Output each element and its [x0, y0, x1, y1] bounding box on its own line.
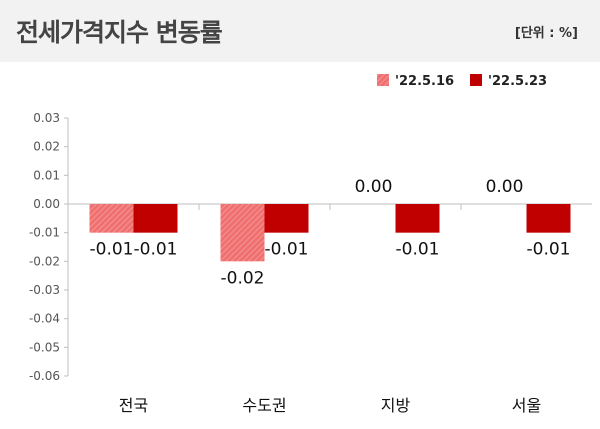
y-tick-label: -0.01 [29, 226, 60, 240]
legend-label: '22.5.16 [395, 74, 454, 89]
data-label: -0.01 [90, 240, 134, 260]
data-label: 0.00 [355, 177, 393, 197]
category-label: 수도권 [242, 396, 286, 415]
data-label: -0.01 [134, 240, 178, 260]
chart-title: 전세가격지수 변동률 [16, 18, 223, 47]
axes: 0.030.020.010.00-0.01-0.02-0.03-0.04-0.0… [29, 111, 592, 415]
legend-label: '22.5.23 [488, 74, 547, 89]
category-label: 서울 [512, 396, 541, 415]
legend-swatch [470, 74, 482, 86]
y-tick-label: -0.05 [29, 340, 60, 354]
legend: '22.5.16 '22.5.23 [377, 74, 547, 89]
y-tick-label: 0.02 [33, 140, 60, 154]
bar [220, 204, 265, 262]
y-tick-label: 0.03 [33, 111, 60, 125]
data-label: -0.01 [265, 240, 309, 260]
y-tick-label: -0.06 [29, 369, 60, 383]
bar [89, 204, 134, 233]
y-tick-label: 0.00 [33, 197, 60, 211]
y-tick-label: -0.04 [29, 312, 60, 326]
y-tick-label: -0.03 [29, 283, 60, 297]
legend-swatch [377, 74, 389, 86]
data-label: -0.01 [396, 240, 440, 260]
data-labels: -0.01-0.020.00 0.00-0.01 -0.01 -0.01 -0.01 [90, 177, 571, 288]
category-label: 지방 [381, 396, 411, 415]
data-label: -0.02 [221, 268, 265, 288]
y-tick-label: -0.02 [29, 254, 60, 268]
y-tick-label: 0.01 [33, 168, 60, 182]
bar [264, 204, 309, 233]
title-bar: 전세가격지수 변동률 [단위 : %] [0, 0, 600, 62]
bar [526, 204, 571, 233]
unit-label: [단위 : %] [514, 26, 578, 41]
bar [133, 204, 178, 233]
data-label: -0.01 [527, 240, 571, 260]
bars [89, 204, 571, 262]
bar [395, 204, 440, 233]
data-label: 0.00 [486, 177, 524, 197]
category-label: 전국 [119, 396, 148, 415]
